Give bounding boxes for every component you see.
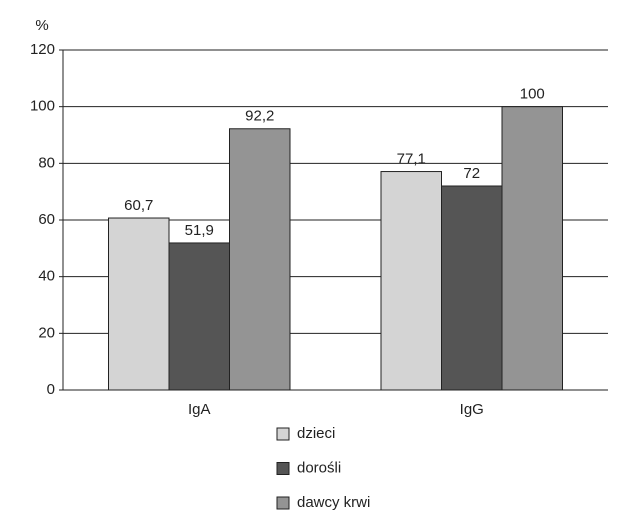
legend-label: dawcy krwi: [297, 494, 370, 511]
y-tick-label: 120: [30, 41, 55, 58]
y-tick-label: 40: [38, 268, 55, 285]
x-tick-label: IgA: [188, 401, 211, 418]
bar: [229, 128, 291, 391]
legend-label: dorośli: [297, 459, 341, 476]
bar: [380, 171, 442, 391]
y-tick-label: 0: [47, 381, 55, 398]
bar: [168, 242, 230, 391]
y-tick-label: 100: [30, 98, 55, 115]
bar: [441, 185, 503, 391]
legend-swatch: [276, 462, 290, 475]
x-tick-label: IgG: [460, 401, 484, 418]
value-label: 100: [520, 86, 545, 103]
value-label: 51,9: [185, 222, 214, 239]
bar: [108, 217, 170, 391]
y-tick-label: 20: [38, 324, 55, 341]
value-label: 60,7: [124, 197, 153, 214]
legend-swatch: [276, 427, 290, 441]
bar: [501, 106, 563, 391]
legend-label: dzieci: [297, 425, 335, 442]
value-label: 92,2: [245, 108, 274, 125]
y-tick-label: 60: [38, 211, 55, 228]
legend-swatch: [276, 496, 290, 510]
y-tick-label: 80: [38, 154, 55, 171]
value-label: 72: [463, 165, 480, 182]
y-axis-label: %: [35, 17, 48, 34]
value-label: 77,1: [397, 151, 426, 168]
